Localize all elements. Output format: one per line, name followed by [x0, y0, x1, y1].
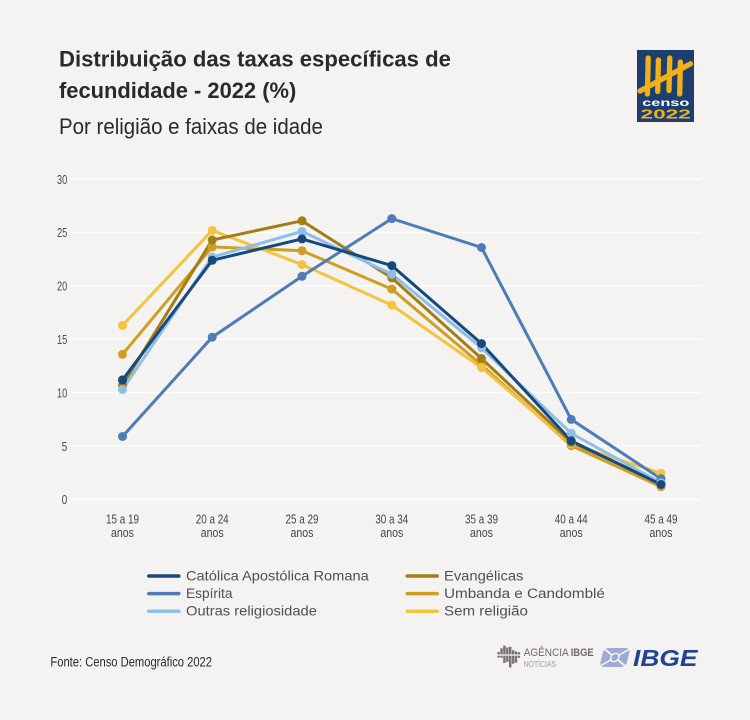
svg-text:IBGE: IBGE [571, 648, 594, 660]
svg-text:AGÊNCIA: AGÊNCIA [524, 646, 569, 660]
svg-text:IBGE: IBGE [633, 646, 699, 671]
svg-text:NOTÍCIAS: NOTÍCIAS [524, 659, 556, 669]
svg-text:anos: anos [380, 526, 403, 540]
svg-text:25: 25 [57, 227, 67, 241]
svg-text:Umbanda e Candomblé: Umbanda e Candomblé [444, 587, 605, 602]
svg-text:40 a 44: 40 a 44 [555, 513, 588, 526]
svg-text:10: 10 [57, 387, 67, 401]
svg-text:Sem religião: Sem religião [444, 604, 528, 619]
svg-text:Fonte: Censo Demográfico 2022: Fonte: Censo Demográfico 2022 [50, 654, 212, 669]
svg-text:20 a 24: 20 a 24 [196, 513, 229, 526]
svg-text:Espírita: Espírita [186, 585, 233, 601]
svg-text:Distribuição das taxas específ: Distribuição das taxas específicas de [59, 47, 451, 72]
svg-text:Católica Apostólica Romana: Católica Apostólica Romana [186, 569, 369, 585]
svg-text:35 a 39: 35 a 39 [465, 513, 498, 526]
svg-text:2022: 2022 [641, 107, 691, 122]
svg-text:anos: anos [111, 526, 134, 540]
svg-text:Evangélicas: Evangélicas [444, 569, 523, 585]
svg-text:Por religião e faixas de idade: Por religião e faixas de idade [59, 114, 323, 139]
svg-text:20: 20 [57, 280, 67, 294]
svg-text:anos: anos [560, 526, 583, 540]
svg-text:15 a 19: 15 a 19 [106, 513, 139, 526]
svg-text:5: 5 [62, 440, 68, 454]
svg-text:Outras religiosidade: Outras religiosidade [186, 604, 317, 620]
svg-text:anos: anos [650, 526, 673, 540]
svg-text:anos: anos [291, 526, 314, 540]
svg-text:15: 15 [57, 334, 67, 348]
svg-text:25 a 29: 25 a 29 [286, 513, 319, 526]
svg-text:fecundidade - 2022 (%): fecundidade - 2022 (%) [59, 78, 296, 103]
svg-text:45 a 49: 45 a 49 [645, 513, 678, 526]
svg-text:censo: censo [642, 97, 689, 108]
svg-text:0: 0 [62, 493, 68, 507]
svg-text:30: 30 [57, 173, 67, 187]
svg-text:anos: anos [201, 526, 224, 540]
svg-text:30 a 34: 30 a 34 [375, 513, 408, 526]
svg-text:anos: anos [470, 526, 493, 540]
